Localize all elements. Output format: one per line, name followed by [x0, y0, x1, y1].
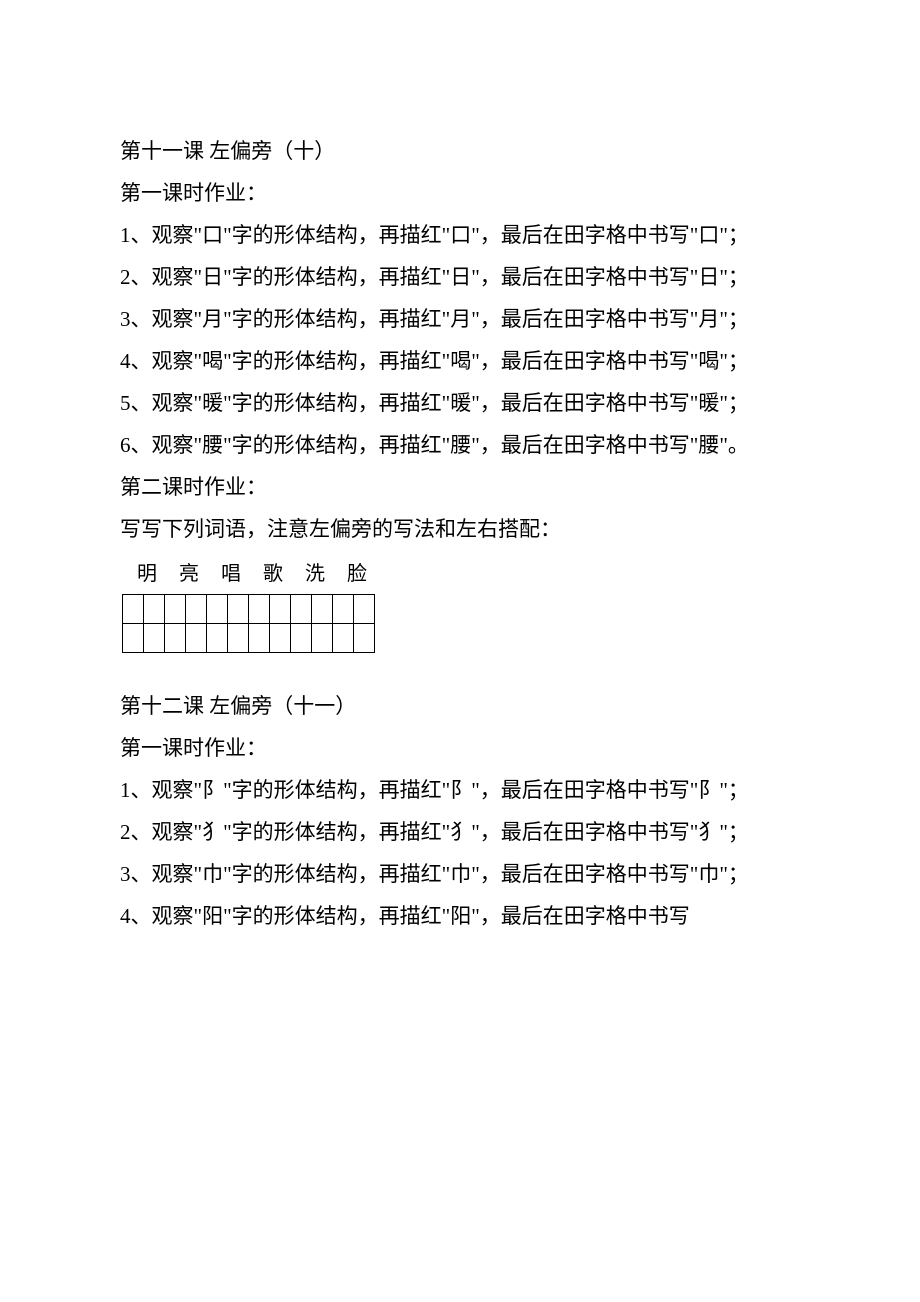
lesson11-item-2: 2、观察"日"字的形体结构，再描红"日"，最后在田字格中书写"日"；: [120, 256, 800, 298]
lesson12-item-2: 2、观察"犭"字的形体结构，再描红"犭"，最后在田字格中书写"犭"；: [120, 811, 800, 853]
grid-char-4: 歌: [252, 554, 294, 594]
lesson12-item-4: 4、观察"阳"字的形体结构，再描红"阳"，最后在田字格中书写: [120, 895, 800, 937]
grid-char-2: 亮: [168, 554, 210, 594]
lesson11-period2-label: 第二课时作业：: [120, 466, 800, 508]
lesson12-title: 第十二课 左偏旁（十一）: [120, 685, 800, 727]
grid-char-1: 明: [126, 554, 168, 594]
lesson11-item-4: 4、观察"喝"字的形体结构，再描红"喝"，最后在田字格中书写"喝"；: [120, 340, 800, 382]
lesson11-title: 第十一课 左偏旁（十）: [120, 130, 800, 172]
lesson12-period1-label: 第一课时作业：: [120, 727, 800, 769]
lesson12-item-1: 1、观察"阝"字的形体结构，再描红"阝"，最后在田字格中书写"阝"；: [120, 769, 800, 811]
lesson11-item-1: 1、观察"口"字的形体结构，再描红"口"，最后在田字格中书写"口"；: [120, 214, 800, 256]
grid-char-3: 唱: [210, 554, 252, 594]
table-row: [123, 595, 375, 624]
lesson11-period1-label: 第一课时作业：: [120, 172, 800, 214]
lesson11-item-5: 5、观察"暖"字的形体结构，再描红"暖"，最后在田字格中书写"暖"；: [120, 382, 800, 424]
lesson11-period2-instruction: 写写下列词语，注意左偏旁的写法和左右搭配：: [120, 508, 800, 550]
lesson11-item-6: 6、观察"腰"字的形体结构，再描红"腰"，最后在田字格中书写"腰"。: [120, 424, 800, 466]
practice-grid: [122, 594, 375, 653]
grid-char-6: 脸: [336, 554, 378, 594]
lesson11-item-3: 3、观察"月"字的形体结构，再描红"月"，最后在田字格中书写"月"；: [120, 298, 800, 340]
document-page: 第十一课 左偏旁（十） 第一课时作业： 1、观察"口"字的形体结构，再描红"口"…: [0, 0, 920, 1302]
lesson12-item-3: 3、观察"巾"字的形体结构，再描红"巾"，最后在田字格中书写"巾"；: [120, 853, 800, 895]
table-row: [123, 624, 375, 653]
section-spacer: [120, 653, 800, 685]
grid-char-5: 洗: [294, 554, 336, 594]
grid-labels: 明 亮 唱 歌 洗 脸: [126, 554, 800, 594]
